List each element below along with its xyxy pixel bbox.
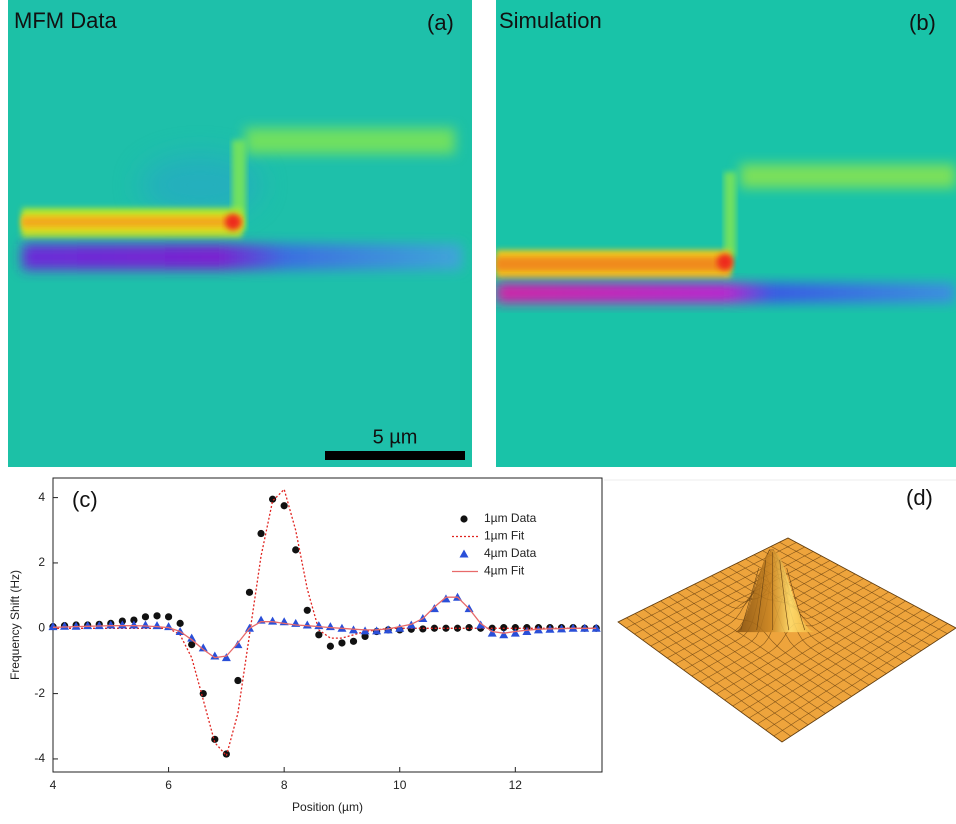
data-point [129, 620, 139, 629]
chart: 4 6 8 10 12 -4 -2 0 2 4 Position (µm) Frequency Shi… [8, 477, 603, 814]
data-point [465, 624, 473, 632]
data-point [188, 641, 196, 649]
data-point [395, 623, 405, 632]
surface-plot [617, 537, 956, 743]
x-tick-label: 4 [50, 778, 57, 792]
surface-peak [734, 550, 815, 633]
data-point [245, 588, 254, 596]
data-point [269, 495, 277, 503]
legend-marker [459, 549, 469, 558]
mfm-image [8, 0, 472, 467]
y-tick-label: 0 [38, 620, 45, 634]
surface-grid [756, 560, 767, 631]
surface-grid [773, 623, 948, 737]
data-point [164, 613, 173, 621]
data-point [522, 627, 532, 636]
data-point [453, 624, 462, 632]
data-point [326, 642, 334, 650]
x-tick-label: 12 [509, 778, 523, 792]
y-tick-label: 2 [38, 555, 45, 569]
data-point [510, 628, 520, 637]
data-point [153, 612, 161, 620]
simulation-image [496, 0, 956, 467]
surface-grid [765, 618, 940, 731]
data-point [361, 632, 369, 641]
legend-label: 4µm Data [484, 546, 537, 560]
data-point [441, 594, 451, 603]
surface-grid [740, 605, 915, 713]
data-point [292, 546, 300, 554]
surface-grid [779, 541, 948, 634]
panel-title: MFM Data [14, 8, 117, 33]
legend-label: 1µm Fit [484, 529, 525, 543]
data-point [338, 639, 346, 647]
surface-grid [762, 550, 931, 646]
x-axis-label: Position (µm) [292, 800, 363, 814]
data-point [476, 620, 486, 629]
data-point [117, 620, 127, 629]
panel-label: (b) [909, 10, 936, 35]
surface-grid [732, 600, 906, 707]
data-point [221, 653, 231, 662]
surface-grid [757, 614, 931, 725]
x-tick-label: 10 [393, 778, 407, 792]
scale-bar-label: 5 µm [373, 426, 418, 448]
surface-grid [787, 537, 956, 629]
surface-grid [719, 571, 887, 674]
data-point [176, 619, 184, 627]
surface-grid [716, 591, 889, 695]
data-point [500, 624, 508, 632]
data-point [234, 676, 242, 685]
legend-label: 4µm Fit [484, 564, 525, 578]
x-tick-label: 6 [165, 778, 172, 792]
legend-label: 1µm Data [484, 511, 537, 525]
y-tick-label: -4 [34, 751, 45, 765]
data-point [349, 637, 358, 645]
x-tick-label: 8 [281, 778, 288, 792]
y-tick-label: 4 [38, 490, 45, 504]
surface-grid [786, 568, 806, 631]
data-point [187, 633, 197, 642]
data-point [429, 604, 439, 613]
data-point [141, 613, 150, 621]
surface-grid [781, 627, 956, 743]
data-point [71, 621, 81, 630]
data-point [511, 624, 519, 632]
y-tick-label: -2 [34, 686, 45, 700]
surface-grid [749, 609, 923, 719]
data-point [315, 631, 323, 639]
data-point [430, 624, 439, 632]
panel-label: (c) [72, 487, 98, 512]
legend-marker [460, 515, 468, 523]
surface-grid [724, 596, 898, 701]
scale-bar [325, 451, 465, 460]
panel-title: Simulation [499, 8, 602, 33]
data-point [94, 621, 104, 630]
data-point [280, 502, 288, 510]
data-point [198, 643, 208, 652]
data-point [499, 630, 509, 639]
data-point [591, 623, 601, 632]
data-point [442, 624, 450, 632]
data-point [83, 621, 93, 630]
data-point [48, 622, 58, 631]
surface-grid [779, 560, 790, 631]
data-point [303, 606, 311, 614]
data-point [257, 529, 265, 538]
panel-label: (d) [906, 485, 933, 510]
surface-grid [770, 546, 939, 640]
data-point [106, 620, 116, 629]
data-point [487, 628, 497, 637]
surface-grid [740, 568, 760, 631]
data-point [60, 621, 70, 630]
data-point [130, 616, 138, 624]
panel-label: (a) [427, 10, 454, 35]
fit-line [52, 596, 597, 659]
y-axis-label: Frequency Shift (Hz) [8, 570, 22, 680]
